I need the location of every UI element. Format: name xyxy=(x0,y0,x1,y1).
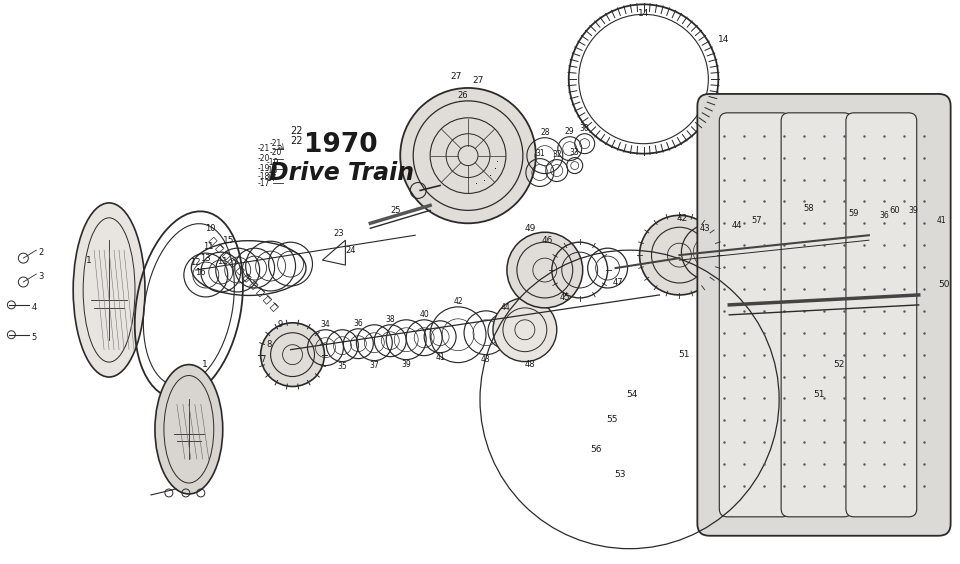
Text: 22: 22 xyxy=(290,136,302,146)
Text: 1: 1 xyxy=(86,255,92,265)
Text: 59: 59 xyxy=(849,209,859,218)
Text: 8: 8 xyxy=(266,340,272,349)
Text: 39: 39 xyxy=(401,360,411,369)
Bar xyxy=(243,274,252,282)
Text: 9: 9 xyxy=(278,320,283,329)
Text: -17: -17 xyxy=(257,179,270,188)
Text: 28: 28 xyxy=(540,128,549,137)
Text: 53: 53 xyxy=(613,470,625,478)
Text: 35: 35 xyxy=(338,362,348,371)
Text: 41: 41 xyxy=(435,353,444,362)
Text: 13: 13 xyxy=(201,254,211,263)
Text: 47: 47 xyxy=(612,279,623,288)
Text: 43: 43 xyxy=(481,355,491,364)
Circle shape xyxy=(639,215,719,295)
Text: 7: 7 xyxy=(260,355,265,364)
Text: 50: 50 xyxy=(938,280,949,289)
Bar xyxy=(250,281,258,289)
Text: 55: 55 xyxy=(606,415,617,424)
Text: 14: 14 xyxy=(718,35,729,43)
Text: Drive Train: Drive Train xyxy=(269,161,414,184)
Text: 29: 29 xyxy=(564,127,574,136)
Bar xyxy=(270,303,278,311)
Text: 1: 1 xyxy=(202,360,207,369)
Text: -20: -20 xyxy=(270,148,282,157)
Text: 58: 58 xyxy=(804,204,814,213)
FancyBboxPatch shape xyxy=(697,94,950,536)
Text: 43: 43 xyxy=(700,224,710,233)
Text: 52: 52 xyxy=(833,360,845,369)
Text: 26: 26 xyxy=(458,91,468,100)
Text: 12: 12 xyxy=(191,258,201,267)
Text: 42: 42 xyxy=(677,214,688,223)
Text: -19: -19 xyxy=(257,164,270,173)
Circle shape xyxy=(493,298,557,362)
Text: 24: 24 xyxy=(346,246,355,255)
Text: -21: -21 xyxy=(257,144,270,153)
Bar xyxy=(229,259,238,267)
Circle shape xyxy=(260,323,324,386)
Circle shape xyxy=(400,88,536,223)
Text: 27: 27 xyxy=(472,77,484,86)
Text: 27: 27 xyxy=(450,72,462,81)
Text: 42: 42 xyxy=(453,297,463,306)
Text: -17: -17 xyxy=(264,174,276,183)
Text: 49: 49 xyxy=(524,224,536,233)
Text: 1970: 1970 xyxy=(304,131,378,157)
Text: -18: -18 xyxy=(266,166,277,175)
Text: 31: 31 xyxy=(535,149,544,158)
Text: 44: 44 xyxy=(501,303,511,312)
Text: 25: 25 xyxy=(390,206,400,215)
Text: -19: -19 xyxy=(267,158,278,167)
Text: 37: 37 xyxy=(370,361,379,370)
Bar xyxy=(256,289,265,297)
Text: 60: 60 xyxy=(890,206,900,215)
Text: 5: 5 xyxy=(32,333,36,342)
Text: 38: 38 xyxy=(386,315,396,324)
Ellipse shape xyxy=(155,364,223,494)
Text: 15: 15 xyxy=(223,236,234,245)
Bar xyxy=(223,252,230,260)
Text: 14: 14 xyxy=(637,9,649,18)
Text: 45: 45 xyxy=(560,293,570,302)
Text: -18: -18 xyxy=(257,172,270,181)
Bar xyxy=(236,267,245,275)
FancyBboxPatch shape xyxy=(719,113,790,517)
Bar xyxy=(215,245,224,253)
Text: -21: -21 xyxy=(270,139,281,148)
Text: 30: 30 xyxy=(580,124,589,133)
Text: 56: 56 xyxy=(589,444,601,453)
Text: 36: 36 xyxy=(353,319,363,328)
Text: 40: 40 xyxy=(420,310,429,319)
Text: 11: 11 xyxy=(204,242,214,250)
Text: 3: 3 xyxy=(38,271,44,280)
Text: 46: 46 xyxy=(541,236,553,245)
Text: 23: 23 xyxy=(333,229,344,238)
Circle shape xyxy=(507,232,583,308)
Text: 39: 39 xyxy=(909,206,919,215)
Text: -20: -20 xyxy=(257,154,270,163)
Text: 57: 57 xyxy=(751,216,761,225)
Ellipse shape xyxy=(73,203,145,377)
Text: 51: 51 xyxy=(679,350,690,359)
Text: 4: 4 xyxy=(32,303,36,312)
Text: 36: 36 xyxy=(879,211,889,220)
Text: 41: 41 xyxy=(937,216,947,225)
FancyBboxPatch shape xyxy=(781,113,852,517)
Text: 2: 2 xyxy=(38,248,44,257)
Text: 51: 51 xyxy=(813,390,825,399)
Text: 34: 34 xyxy=(321,320,330,329)
Text: 16: 16 xyxy=(196,267,206,276)
Text: 48: 48 xyxy=(524,360,535,369)
Bar xyxy=(263,296,272,304)
Text: 44: 44 xyxy=(732,221,742,230)
Text: 33: 33 xyxy=(570,148,580,157)
Text: 10: 10 xyxy=(205,224,216,233)
Text: 54: 54 xyxy=(626,390,637,399)
Text: 32: 32 xyxy=(552,150,562,159)
FancyBboxPatch shape xyxy=(846,113,917,517)
Text: 22: 22 xyxy=(290,126,302,136)
Text: 11: 11 xyxy=(218,257,228,266)
Bar xyxy=(208,237,217,245)
